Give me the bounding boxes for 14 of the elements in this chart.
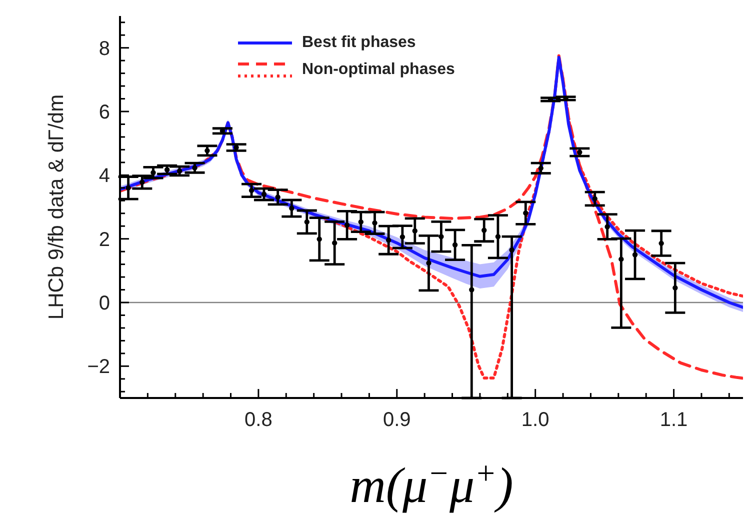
x-tick-label: 1.0 <box>521 409 550 431</box>
y-tick-label: 4 <box>98 165 110 188</box>
y-tick-label: −2 <box>87 356 110 378</box>
y-tick-label: 6 <box>98 102 110 124</box>
legend-label: Best fit phases <box>302 34 416 52</box>
y-axis-title: LHCb 9/fb data & dΓ/dm <box>45 94 68 320</box>
legend-label: Non-optimal phases <box>302 61 455 79</box>
y-tick-label: 8 <box>98 38 110 60</box>
x-axis-title: m(μ$^{−}$μ$^{+}$) <box>350 456 514 513</box>
x-tick-label: 0.9 <box>382 409 411 431</box>
x-tick-label: 0.8 <box>244 409 272 431</box>
y-tick-label: 0 <box>98 292 110 314</box>
y-tick-label: 2 <box>98 228 110 251</box>
x-tick-label: 1.1 <box>660 409 688 431</box>
